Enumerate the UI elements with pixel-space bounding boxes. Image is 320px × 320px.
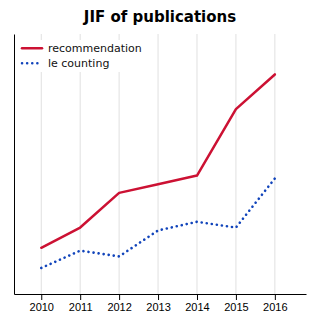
legend-item: recommendation [22,42,142,55]
x-tick: 2015 [224,294,248,313]
grid-line [41,34,42,294]
y-axis [14,35,15,295]
x-tick-mark [275,294,276,300]
x-tick-label: 2014 [185,301,209,313]
y-axis-line [14,35,15,295]
x-tick-mark [80,294,81,300]
x-tick-label: 2010 [30,301,54,313]
x-axis-line [15,294,307,295]
x-tick: 2013 [146,294,170,313]
x-tick-mark [236,294,237,300]
x-tick-mark [41,294,42,300]
legend: recommendation le counting [19,40,145,72]
grid-line [235,34,236,294]
x-tick: 2014 [185,294,209,313]
x-tick-label: 2013 [146,301,170,313]
legend-background [19,40,145,72]
x-tick: 2011 [69,294,93,313]
x-tick-label: 2012 [107,301,131,313]
x-tick-label: 2015 [224,301,248,313]
legend-label: recommendation [48,42,142,55]
legend-label: le counting [48,57,109,70]
grid-line [80,34,81,294]
x-tick-mark [158,294,159,300]
title: JIF of publications [83,8,236,26]
x-tick: 2016 [263,294,287,313]
grid-line [119,34,120,294]
x-tick: 2012 [107,294,131,313]
x-tick-mark [197,294,198,300]
grid-line [196,34,197,294]
x-tick-label: 2011 [69,301,93,313]
legend-swatch [22,62,42,65]
x-tick: 2010 [30,294,54,313]
chart: 2010 2011 2012 2013 2014 2015 2016 JIF of publi… [0,0,320,320]
grid-line [158,34,159,294]
grid-line [274,34,275,294]
legend-item: le counting [22,57,109,70]
legend-swatch [22,47,42,50]
series-line [41,178,275,268]
grid [41,34,275,294]
x-tick-label: 2016 [263,301,287,313]
plot-area [41,74,275,268]
x-axis: 2010 2011 2012 2013 2014 2015 2016 [15,294,307,313]
x-tick-mark [119,294,120,300]
